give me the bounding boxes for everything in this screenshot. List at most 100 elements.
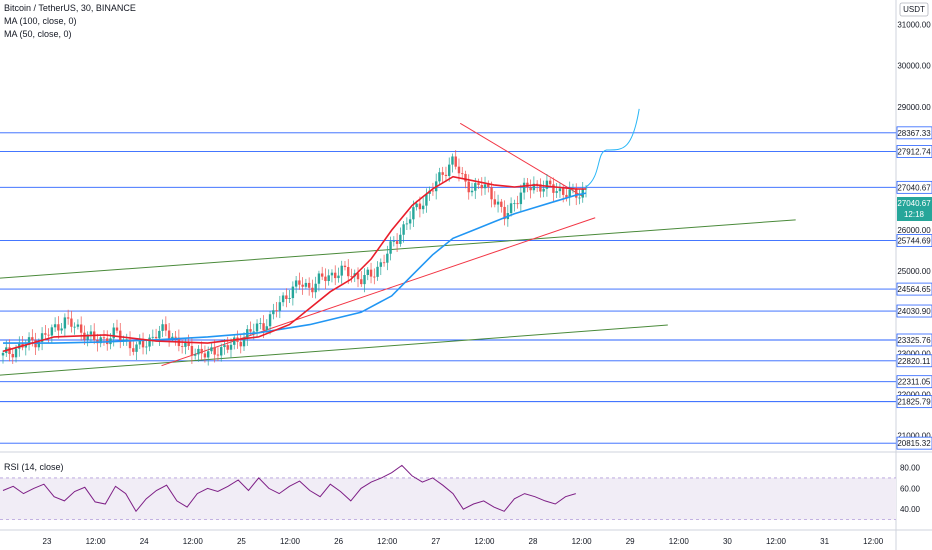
candle-body [262,323,265,331]
candle-body [369,269,373,277]
candle-body [44,333,47,335]
candle-body [206,351,210,358]
candle-body [562,188,565,195]
level-tag-box [896,126,932,140]
candle-body [438,172,441,182]
candle-body [125,339,128,341]
candle-body [552,184,555,193]
candle-body [76,324,80,327]
candle-body [320,273,324,277]
candle-body [509,203,513,214]
candle-body [457,166,461,174]
legend-ma50[interactable]: MA (50, close, 0) [4,29,72,39]
candle-body [223,345,226,348]
candle-body [40,333,44,342]
candle-body [1,352,5,356]
candle-body [184,341,187,347]
candle-body [421,205,425,210]
candle-body [545,180,549,189]
horizontal-levels[interactable] [0,132,896,444]
time-tick-label: 12:00 [86,537,107,546]
candle-body [132,348,135,352]
ma50-line [3,192,587,344]
candle-body [395,241,399,244]
price-tick-label: 31000.00 [897,21,931,30]
candle-body [373,276,376,278]
candle-body [229,344,233,350]
legend-rsi[interactable]: RSI (14, close) [4,462,64,472]
candle-body [154,336,158,339]
time-tick-label: 26 [334,537,343,546]
time-tick-label: 12:00 [280,537,301,546]
candle-body [418,203,422,210]
currency-badge[interactable] [899,2,929,17]
candle-body [255,323,259,332]
candle-body [213,347,216,355]
candle-body [249,329,252,332]
candle-body [216,354,220,356]
candle-body [519,192,523,205]
time-tick-label: 12:00 [669,537,690,546]
candle-body [294,280,298,287]
candle-body [493,199,497,205]
candle-body [467,181,470,193]
candle-body [128,339,132,349]
candle-body [171,336,174,339]
time-tick-label: 12:00 [572,537,593,546]
candle-body [291,286,295,299]
price-tick-label: 29000.00 [897,103,931,112]
price-badge-value: 27040.67 [897,199,931,208]
candle-body [115,327,119,331]
candle-body [539,184,542,192]
candle-body [347,267,350,277]
candle-body [272,310,275,315]
candle-body [180,346,184,347]
candlesticks [1,150,588,366]
candle-body [86,334,89,340]
level-tag-box [896,180,932,194]
candle-body [298,280,301,285]
price-badge [897,197,932,221]
legend-symbol[interactable]: Bitcoin / TetherUS, 30, BINANCE [4,3,136,13]
legend-ma100[interactable]: MA (100, close, 0) [4,16,77,26]
candle-body [288,298,291,299]
candle-body [483,184,487,189]
candle-body [278,302,282,311]
candle-body [330,272,334,276]
time-tick-label: 31 [820,537,829,546]
time-tick-label: 29 [626,537,635,546]
rsi-tick-label: 60.00 [900,484,921,493]
level-tag-box [896,395,932,409]
rsi-series [2,464,576,513]
candle-body [327,275,330,282]
level-tag-label: 27912.74 [897,148,931,157]
candle-body [464,173,467,182]
level-tag-box [896,354,932,368]
candle-body [8,347,11,354]
level-tag-label: 22311.05 [898,378,931,387]
candle-body [324,276,327,282]
candle-body [415,203,418,208]
candle-body [112,327,115,339]
candle-body [477,183,480,185]
candle-body [31,337,34,341]
candle-body [79,324,83,333]
candle-body [548,180,552,185]
candle-body [197,348,200,355]
time-tick-label: 12:00 [766,537,787,546]
candle-body [513,203,516,205]
candle-body [66,317,70,319]
candle-body [60,328,63,331]
time-axis[interactable]: 23 12:00 24 12:00 25 12:00 26 12:00 27 12:00 28 12:… [43,537,884,546]
level-tag-label: 24564.65 [897,285,931,294]
level-tag-label: 27040.67 [897,183,931,192]
candle-body [24,344,27,348]
candle-body [565,194,568,198]
ma100-line [2,175,586,353]
level-tag-box [896,304,932,318]
candle-body [63,317,67,329]
level-tag-label: 21825.79 [897,398,931,407]
candle-body [558,188,562,192]
time-tick-label: 12:00 [863,537,884,546]
